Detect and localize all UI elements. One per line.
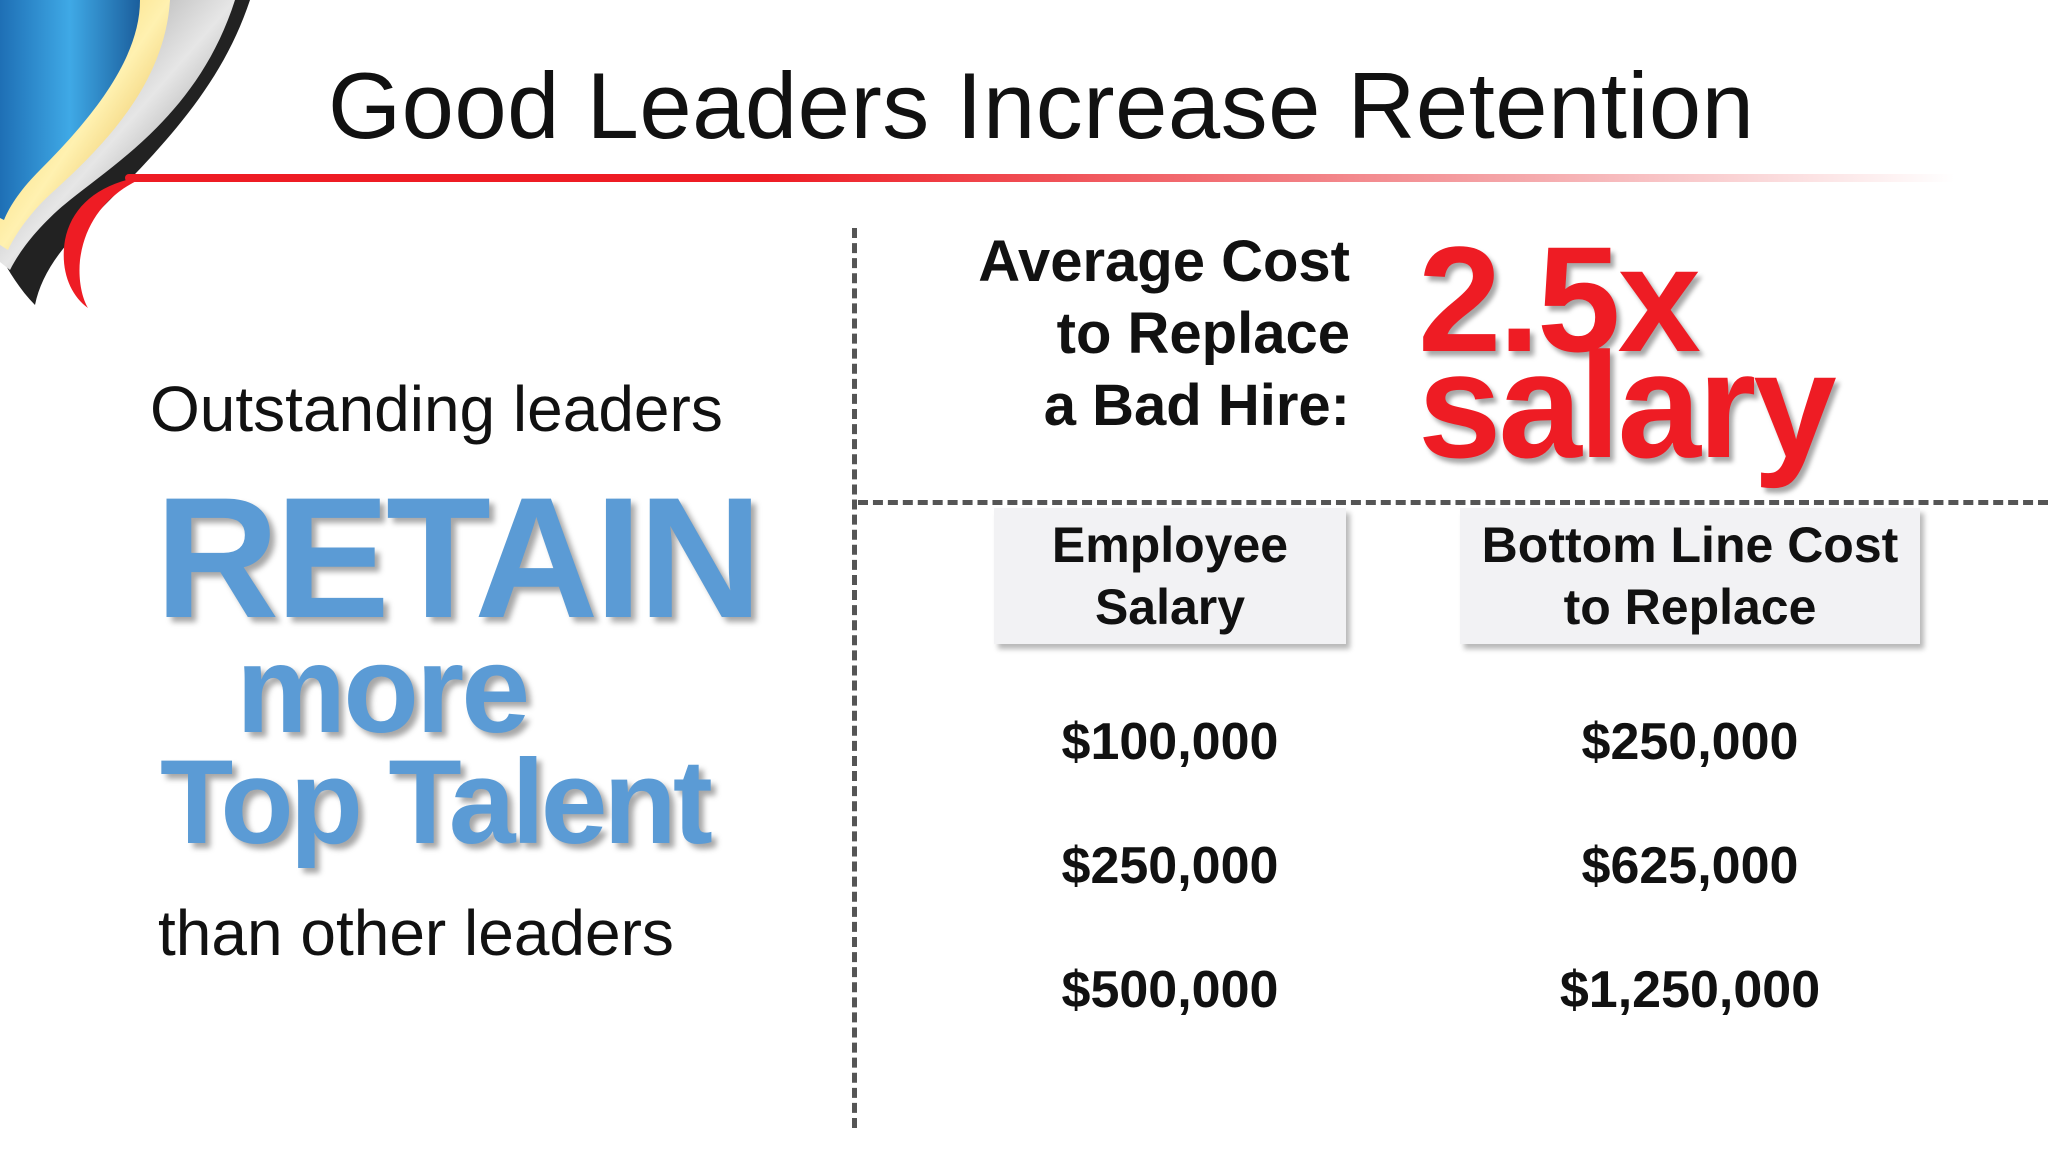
title-underline [125,174,1955,182]
slide-title: Good Leaders Increase Retention [328,53,1755,158]
cost-unit: salary [1418,321,1837,489]
trail-text: than other leaders [158,897,674,969]
header-line: Employee [1051,517,1289,573]
retain-headline: RETAIN [155,462,762,654]
ribbon-decoration-icon [0,0,250,308]
header-employee-salary: Employee Salary [994,508,1346,644]
cost-cell: $1,250,000 [1559,961,1821,1019]
cost-cell: $625,000 [1581,837,1799,895]
vertical-divider [852,228,857,1128]
average-cost-label-line: a Bad Hire: [1043,373,1350,438]
header-line: Bottom Line Cost [1481,517,1899,573]
more-headline: more [236,621,530,759]
top-talent-headline: Top Talent [160,735,713,869]
header-line: Salary [1094,579,1246,635]
average-cost-label-line: Average Cost [978,229,1350,294]
header-line: to Replace [1563,579,1817,635]
average-cost-label-line: to Replace [1056,301,1350,366]
cost-multiplier: 2.5x [1418,215,1701,383]
horizontal-divider [858,500,2048,505]
salary-cell: $250,000 [1061,837,1279,895]
cost-cell: $250,000 [1581,713,1799,771]
header-bottom-line-cost: Bottom Line Cost to Replace [1460,508,1920,644]
lead-text: Outstanding leaders [150,373,723,445]
salary-cell: $500,000 [1061,961,1279,1019]
average-cost-label: Average Cost to Replace a Bad Hire: [890,226,1350,442]
salary-cell: $100,000 [1061,713,1279,771]
